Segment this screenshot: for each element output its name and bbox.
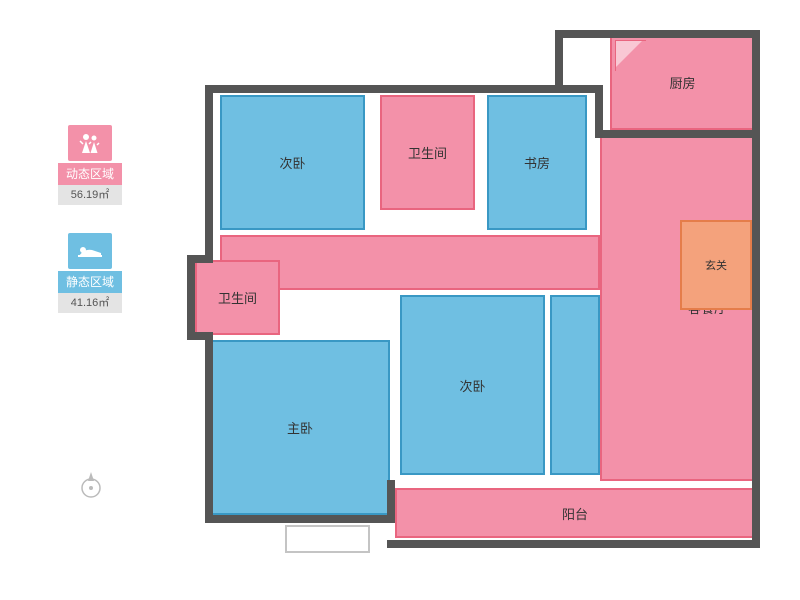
legend-static-value: 41.16㎡	[58, 293, 122, 313]
wall-segment	[595, 130, 760, 138]
wall-segment	[387, 480, 395, 488]
room-balcony: 阳台	[395, 488, 755, 538]
wall-segment	[187, 255, 213, 263]
room-master: 主卧	[210, 340, 390, 515]
wall-segment	[752, 482, 760, 548]
room-label: 书房	[524, 153, 550, 172]
wall-segment	[205, 85, 213, 255]
room-bath2: 卫生间	[195, 260, 280, 335]
wall-segment	[595, 85, 603, 135]
floor-plan: 厨房客餐厅卫生间卫生间阳台次卧书房主卧次卧玄关	[195, 20, 777, 580]
room-label: 卫生间	[218, 288, 257, 307]
compass-icon	[76, 470, 106, 505]
wall-segment	[555, 30, 760, 38]
wall-segment	[387, 540, 760, 548]
wall-segment	[752, 130, 760, 490]
room-label: 阳台	[562, 504, 588, 523]
wall-segment	[205, 85, 603, 93]
legend: 动态区域 56.19㎡ 静态区域 41.16㎡	[58, 125, 122, 341]
legend-dynamic-title: 动态区域	[58, 163, 122, 185]
room-entry: 玄关	[680, 220, 752, 310]
legend-dynamic-value: 56.19㎡	[58, 185, 122, 205]
room-label: 主卧	[287, 418, 313, 437]
room-label: 次卧	[459, 376, 485, 395]
legend-dynamic: 动态区域 56.19㎡	[58, 125, 122, 205]
wall-segment	[205, 515, 395, 523]
legend-static-title: 静态区域	[58, 271, 122, 293]
balcony-notch	[285, 525, 370, 553]
kitchen-corner-icon	[615, 40, 646, 71]
wall-segment	[205, 332, 213, 522]
room-bed2b: 次卧	[400, 295, 545, 475]
wall-segment	[187, 255, 195, 340]
room-study: 书房	[487, 95, 587, 230]
wall-segment	[752, 30, 760, 138]
room-bath1: 卫生间	[380, 95, 475, 210]
wall-segment	[555, 30, 563, 90]
people-icon	[68, 125, 112, 161]
room-label: 玄关	[705, 257, 727, 273]
sleep-icon	[68, 233, 112, 269]
room-label: 次卧	[279, 153, 305, 172]
room-recess	[550, 295, 600, 475]
room-label: 卫生间	[408, 143, 447, 162]
room-label: 厨房	[669, 73, 695, 92]
room-bed2a: 次卧	[220, 95, 365, 230]
legend-static: 静态区域 41.16㎡	[58, 233, 122, 313]
